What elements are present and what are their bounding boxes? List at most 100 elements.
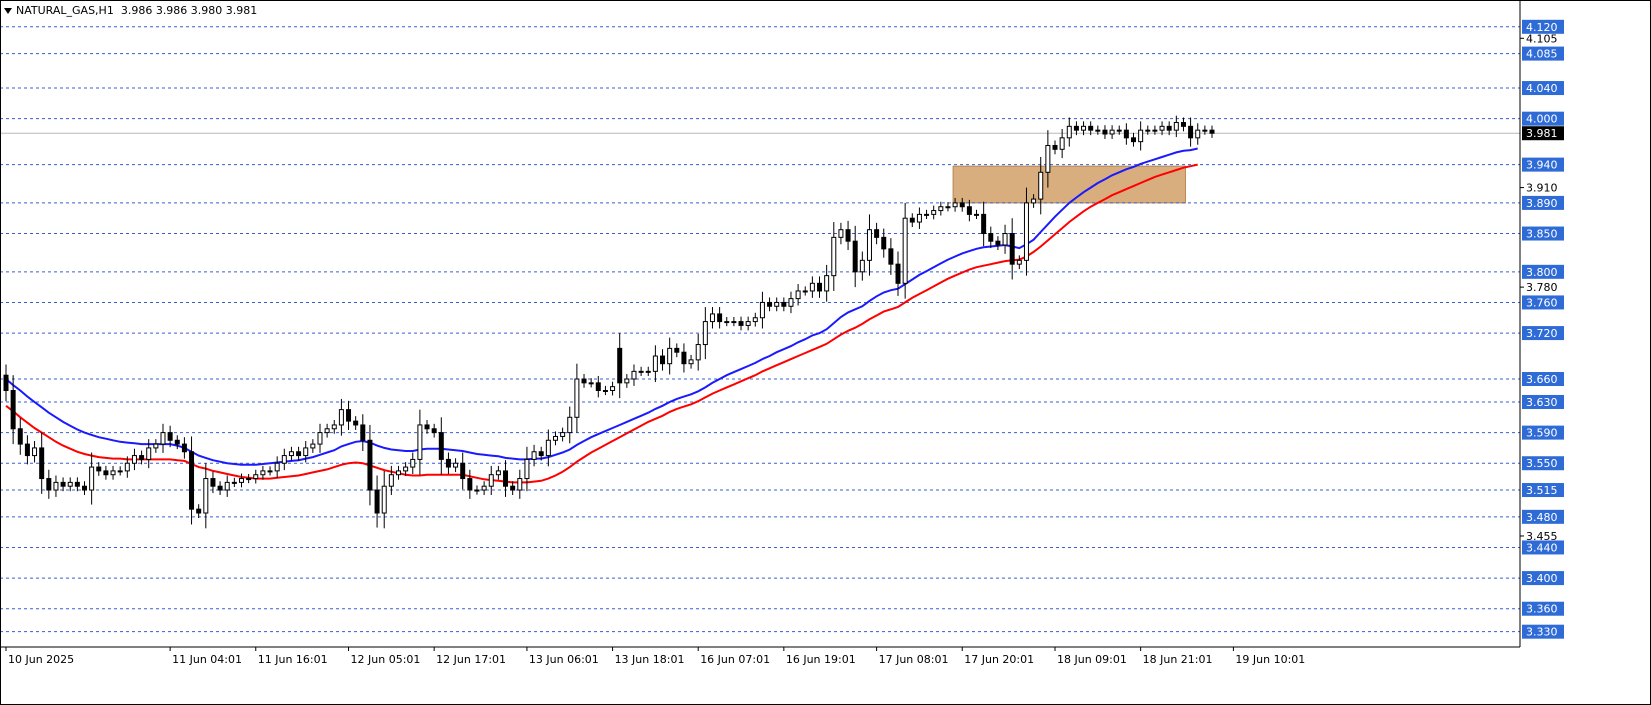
candle-body (824, 275, 830, 292)
candle (3, 364, 9, 402)
level-badge (1522, 601, 1564, 616)
candle-body (817, 282, 823, 292)
candle (53, 475, 59, 497)
candle (966, 199, 972, 222)
candle-body (495, 470, 501, 476)
candle-body (974, 213, 980, 216)
candle (560, 427, 566, 442)
candle (360, 414, 366, 451)
candle (995, 236, 1001, 250)
candle (189, 436, 195, 525)
y-axis-labels: 4.105 3.910 3.780 3.455 4.120 4.085 4.040 4.000… (1520, 19, 1564, 639)
candle (988, 226, 994, 249)
candle (931, 205, 937, 220)
current-price-label: 3.981 (1526, 127, 1558, 140)
candle-body (3, 374, 9, 391)
candle-body (346, 409, 352, 422)
candle (638, 366, 644, 376)
ma-slow-line (5, 163, 1198, 484)
candle (146, 439, 152, 469)
candle-body (602, 389, 608, 392)
level-badge-label: 3.440 (1526, 541, 1558, 554)
candle-body (131, 455, 137, 464)
candle-body (560, 432, 566, 437)
candle (838, 222, 844, 245)
candle (567, 406, 573, 444)
candle-body (1023, 202, 1029, 261)
chevron-down-icon[interactable] (4, 8, 12, 14)
level-badge (1522, 394, 1564, 409)
candle-body (96, 466, 102, 472)
level-badge-label: 3.800 (1526, 266, 1558, 279)
chart-header[interactable]: NATURAL_GAS,H1 3.986 3.986 3.980 3.981 (4, 4, 257, 17)
candle-body (581, 378, 587, 384)
candle-body (1052, 144, 1058, 150)
candle-body (488, 474, 494, 487)
candle-body (724, 321, 730, 324)
candle-body (24, 443, 30, 457)
candle (859, 251, 865, 281)
candle-body (681, 351, 687, 365)
candle (1052, 140, 1058, 155)
candle-body (852, 240, 858, 273)
candle-body (781, 301, 787, 307)
candle (788, 291, 794, 314)
candle (1073, 121, 1079, 136)
candle (103, 465, 109, 480)
candle (217, 481, 223, 496)
candle-body (767, 301, 773, 307)
candle-body (467, 478, 473, 491)
candle (417, 409, 423, 475)
candle (974, 209, 980, 219)
x-tick-label: 17 Jun 20:01 (964, 653, 1034, 666)
candle-body (246, 478, 252, 481)
candle-body (10, 389, 16, 430)
candle (231, 477, 237, 487)
candle (924, 209, 930, 219)
candle (845, 220, 851, 250)
candle-body (203, 478, 209, 514)
candle (809, 276, 815, 298)
candle (131, 448, 137, 471)
candle-body (181, 443, 187, 453)
candle-body (538, 451, 544, 457)
candle-body (966, 206, 972, 215)
x-tick-label: 18 Jun 09:01 (1057, 653, 1127, 666)
candle-body (1138, 129, 1144, 143)
candle (410, 452, 416, 474)
candle-body (1195, 129, 1201, 139)
candle (474, 485, 480, 495)
zone-layer (952, 165, 1186, 204)
candle-body (117, 470, 123, 473)
candle-body (510, 485, 516, 491)
candle (317, 423, 323, 453)
candle (174, 435, 180, 450)
candle-body (652, 355, 658, 372)
candle-body (588, 382, 594, 385)
candle (624, 374, 630, 388)
ma-layer (5, 147, 1198, 484)
candle-body (453, 462, 459, 468)
y-tick-label: 3.455 (1526, 530, 1558, 543)
candle-body (281, 455, 287, 464)
candle (731, 316, 737, 327)
candle (902, 202, 908, 299)
x-tick-label: 16 Jun 19:01 (786, 653, 856, 666)
candle-body (938, 206, 944, 212)
candle-body (952, 202, 958, 208)
candle (602, 385, 608, 396)
symbol-label: NATURAL_GAS,H1 (16, 4, 114, 17)
candle (1188, 117, 1194, 147)
candle (681, 343, 687, 373)
candle (460, 452, 466, 490)
candle (1123, 123, 1129, 145)
candle-body (1131, 137, 1137, 143)
candle-body (1038, 171, 1044, 200)
x-tick-label: 11 Jun 16:01 (258, 653, 328, 666)
candle (267, 466, 273, 476)
candle (503, 460, 509, 497)
level-badge (1522, 372, 1564, 387)
candle (581, 374, 587, 388)
level-badge-label: 3.760 (1526, 296, 1558, 309)
